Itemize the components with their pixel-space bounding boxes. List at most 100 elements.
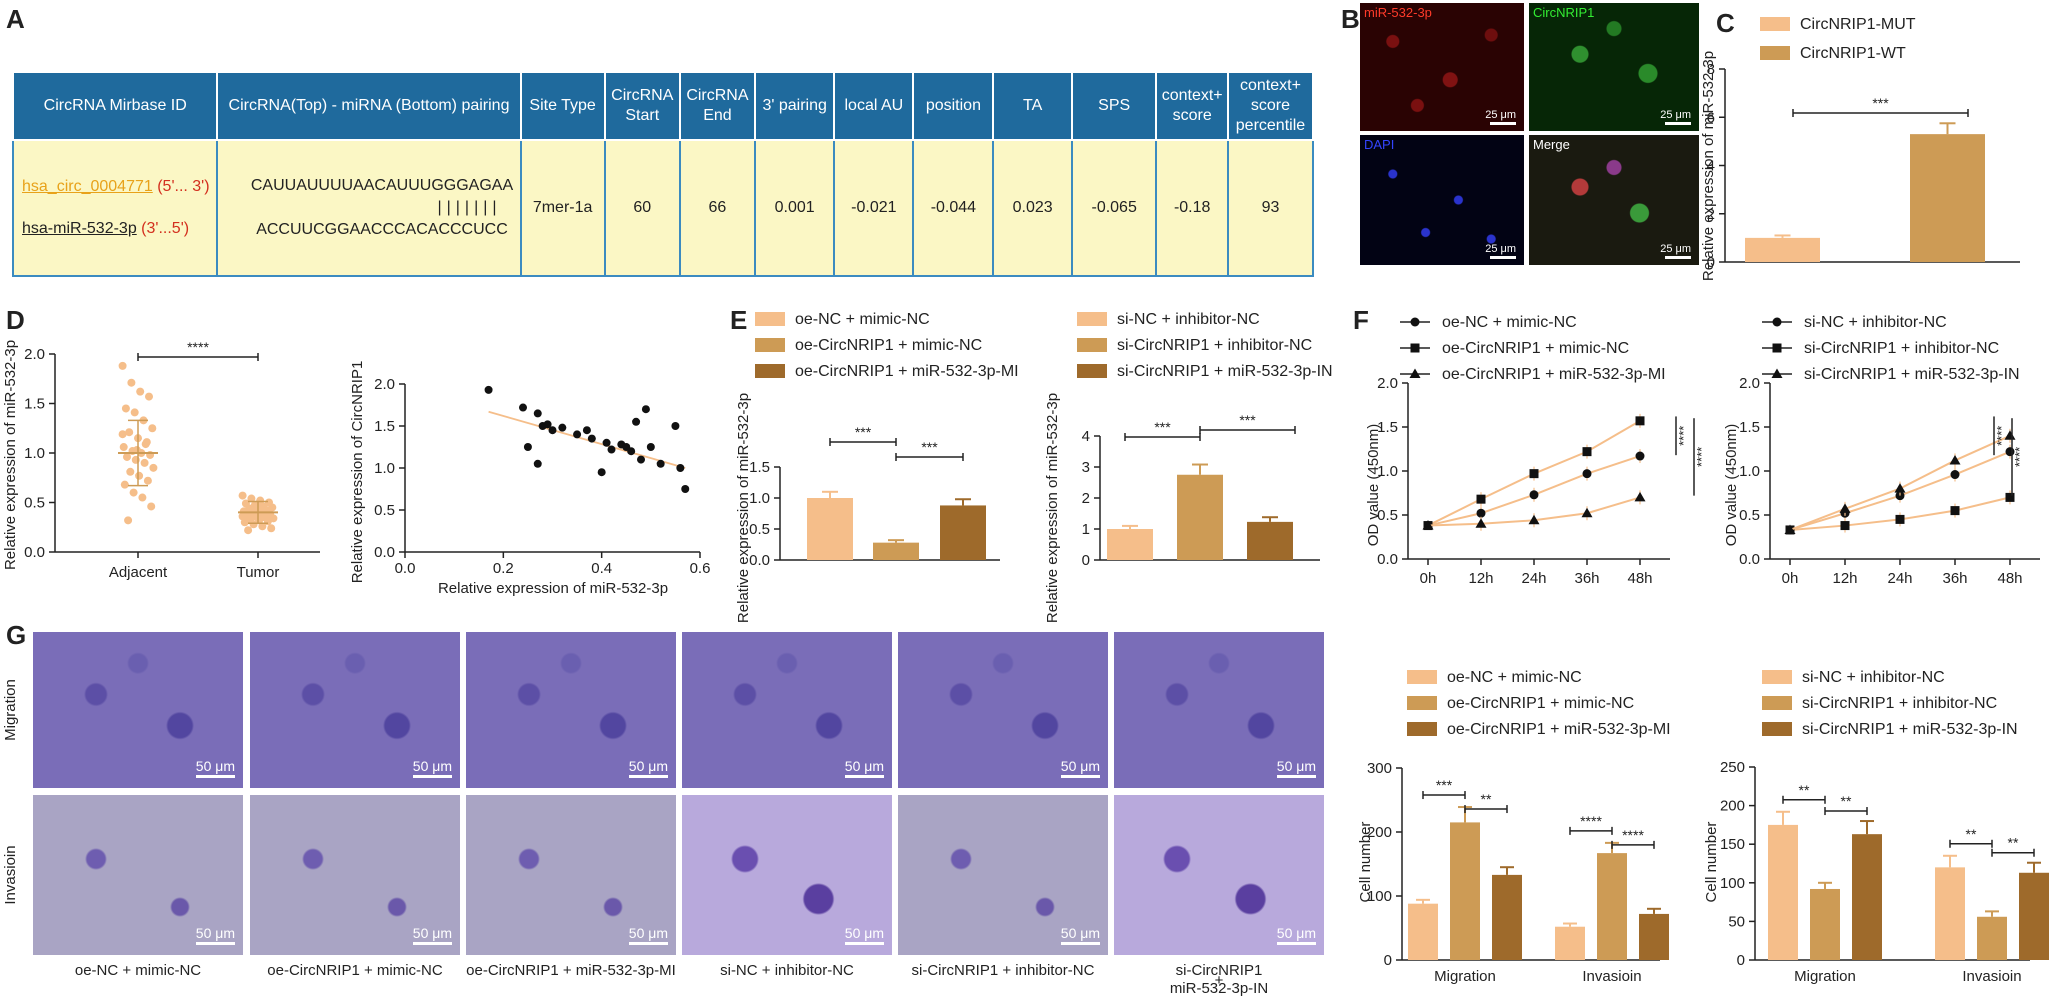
scale-text: 25 μm (1660, 109, 1691, 121)
y-tick-label: 0.5 (1377, 507, 1398, 524)
data-point (147, 502, 156, 511)
scale-bar: 50 μm (412, 758, 452, 778)
x-tick-label: 0.6 (690, 560, 711, 577)
data-point (1422, 520, 1434, 530)
transwell-image: 50 μm (682, 795, 892, 955)
y-tick-label: 1.5 (749, 459, 770, 476)
data-point (127, 378, 136, 387)
data-point (149, 463, 158, 472)
data-point (558, 423, 567, 432)
data-point (637, 455, 645, 464)
scale-text: 50 μm (844, 758, 884, 774)
scale-line (1276, 942, 1316, 945)
table-cell: -0.044 (912, 139, 995, 277)
data-point (1840, 521, 1850, 531)
legend-label: si-NC + inhibitor-NC (1117, 311, 1260, 328)
data-point (1582, 447, 1592, 457)
legend-swatch (1077, 338, 1107, 352)
panel-label-b: B (1341, 4, 1360, 34)
scale-text: 50 μm (628, 758, 668, 774)
data-point (123, 452, 131, 461)
data-point (249, 520, 258, 529)
data-point (118, 361, 127, 370)
x-tick-label: 48h (1997, 570, 2022, 587)
legend-label: si-CircNRIP1 + miR-532-3p-IN (1804, 366, 2020, 383)
y-tick-label: 6 (1707, 109, 1715, 126)
legend-marker (1772, 317, 1782, 327)
table-cell: 0.023 (992, 139, 1073, 277)
transwell-image: 50 μm (33, 632, 243, 788)
bar (1910, 134, 1985, 262)
legend-label: oe-CircNRIP1 + mimic-NC (795, 337, 982, 354)
bar (1935, 867, 1965, 960)
bar (1810, 888, 1840, 960)
scale-bar: 50 μm (412, 925, 452, 945)
legend-swatch (1762, 670, 1792, 684)
transwell-image: 50 μm (250, 795, 460, 955)
transwell-image: 50 μm (33, 795, 243, 955)
scale-bar: 50 μm (1060, 758, 1100, 778)
scale-line (412, 775, 452, 778)
sig-label: *** (1154, 419, 1171, 435)
y-tick-label: 4 (1707, 158, 1715, 175)
y-tick-label: 1.0 (374, 460, 395, 477)
y-axis-label: Relative expression of miR-532-3p (2, 340, 19, 570)
data-point (519, 403, 527, 412)
y-tick-label: 2.0 (24, 346, 45, 363)
table-header-row: CircRNA Mirbase ID CircRNA(Top) - miRNA … (11, 71, 1315, 141)
mirna-link[interactable]: hsa-miR-532-3p (22, 220, 137, 237)
legend-swatch (755, 338, 785, 352)
y-tick-label: 0.0 (749, 552, 770, 569)
scale-text: 25 μm (1485, 243, 1516, 255)
circrna-mirna-table: CircRNA Mirbase ID CircRNA(Top) - miRNA … (11, 71, 1315, 277)
bar (1408, 903, 1438, 960)
legend-label: si-CircNRIP1 + miR-532-3p-IN (1802, 721, 2018, 738)
table-row: hsa_circ_0004771 (5'... 3') hsa-miR-532-… (11, 139, 1315, 277)
sig-label: *** (1436, 777, 1453, 793)
table-cell: 7mer-1a (519, 139, 606, 277)
legend-marker (1410, 317, 1420, 327)
y-tick-label: 200 (1367, 824, 1392, 841)
x-tick-label: 36h (1574, 570, 1599, 587)
data-point (1581, 507, 1593, 518)
legend-label: si-CircNRIP1 + inhibitor-NC (1117, 337, 1312, 354)
row-label: Migration (2, 679, 19, 741)
well-caption: si-CircNRIP1 + inhibitor-NC (911, 962, 1095, 979)
y-tick-label: 0.0 (24, 544, 45, 561)
data-point (121, 404, 130, 413)
panel-label-g: G (6, 620, 27, 650)
transwell-image: 50 μm (898, 632, 1108, 788)
bar (1492, 874, 1522, 960)
data-point (548, 426, 557, 435)
data-point (533, 409, 542, 418)
sig-label: *** (855, 424, 872, 440)
mir-orientation: (3'...5') (141, 220, 190, 237)
y-tick-label: 300 (1367, 760, 1392, 777)
y-tick-label: 1.0 (24, 445, 45, 462)
bar (1450, 822, 1480, 960)
y-axis-label: OD value (450nm) (1723, 424, 1740, 547)
y-axis-label: OD value (450nm) (1365, 424, 1382, 547)
sig-label: ** (1841, 793, 1852, 809)
y-tick-label: 1.0 (1739, 463, 1760, 480)
x-tick-label: Migration (1434, 968, 1496, 985)
bar (1247, 521, 1293, 560)
data-point (138, 493, 147, 502)
y-tick-label: 0.5 (374, 502, 395, 519)
circrna-link[interactable]: hsa_circ_0004771 (22, 178, 153, 195)
scale-bar (1665, 122, 1691, 125)
y-tick-label: 0 (1707, 254, 1715, 271)
data-point (140, 458, 149, 467)
data-point (267, 524, 276, 533)
circ-orientation: (5'... 3') (157, 178, 210, 195)
row-label: Invasioin (2, 845, 19, 905)
transwell-image: 50 μm (466, 632, 676, 788)
data-point (1895, 514, 1905, 524)
panel-label-c: C (1716, 8, 1735, 38)
y-tick-label: 200 (1720, 798, 1745, 815)
sig-label: ** (2008, 835, 2019, 851)
bar (1977, 916, 2007, 960)
legend-label: si-CircNRIP1 + inhibitor-NC (1802, 695, 1997, 712)
bar (807, 498, 853, 560)
data-point (632, 417, 641, 426)
